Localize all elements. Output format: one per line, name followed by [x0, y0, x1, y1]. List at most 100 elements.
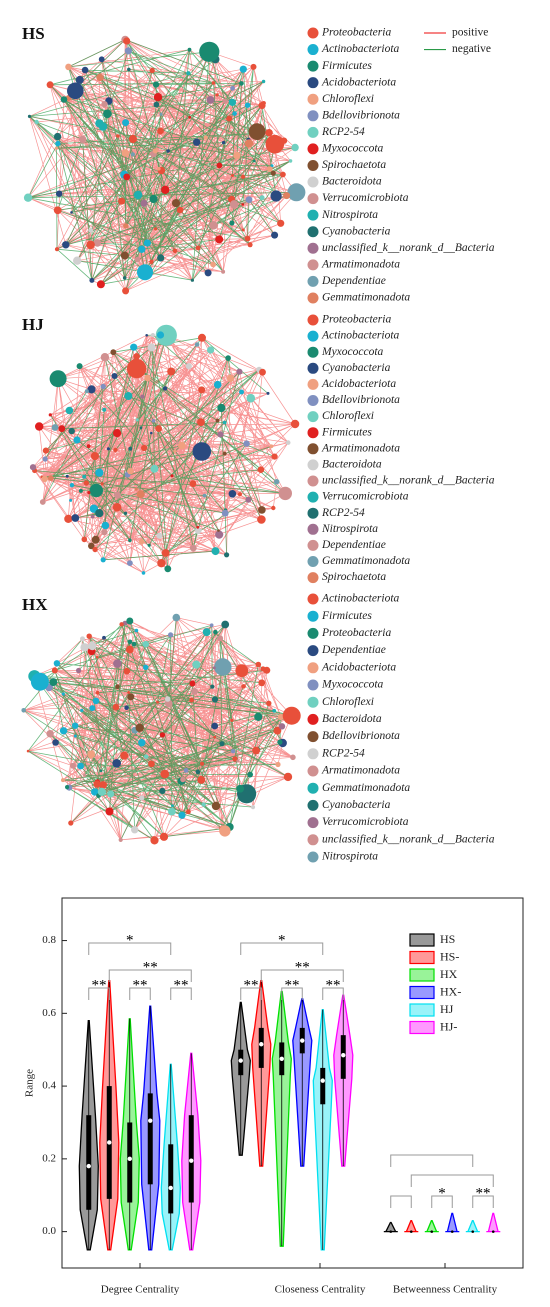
- legend-label: HX-: [440, 984, 461, 998]
- legend-dot: [307, 314, 319, 326]
- network-node: [273, 726, 282, 735]
- network-node: [168, 632, 174, 638]
- network-node: [275, 761, 281, 768]
- legend-label: Bdellovibrionota: [322, 394, 400, 406]
- network-node: [139, 426, 143, 430]
- network-negative-edges: [27, 39, 297, 292]
- network-node: [201, 802, 206, 807]
- network-node: [103, 109, 112, 119]
- network-negative-edges: [34, 334, 286, 569]
- network-node: [277, 713, 285, 721]
- network-node: [138, 245, 146, 253]
- network-node: [86, 240, 95, 250]
- network-node: [78, 488, 83, 493]
- significance-bracket: [88, 942, 172, 955]
- network-node: [214, 658, 232, 676]
- network-node: [118, 837, 123, 843]
- network-node: [176, 206, 184, 214]
- significance-bracket: [472, 1195, 494, 1208]
- network-node: [124, 705, 129, 710]
- network-node: [51, 424, 59, 431]
- network-node: [42, 456, 48, 462]
- network-node: [143, 239, 151, 247]
- network-node: [159, 832, 169, 841]
- network-node: [186, 809, 191, 815]
- legend-dot: [307, 662, 319, 674]
- network-node: [62, 241, 70, 249]
- legend-label: Firmicutes: [321, 60, 372, 72]
- network-node: [219, 741, 225, 747]
- network-node: [128, 446, 133, 451]
- network-node: [285, 440, 291, 445]
- network-node: [277, 739, 283, 745]
- legend-dot: [307, 593, 319, 605]
- network-node: [186, 71, 191, 76]
- network-node: [258, 679, 266, 687]
- significance-bracket: [240, 942, 324, 955]
- legend-label: Chloroflexi: [322, 696, 374, 708]
- median: [450, 1230, 454, 1233]
- network-node: [139, 795, 145, 801]
- network-node: [138, 538, 145, 545]
- y-tick-label: 0.6: [42, 1007, 56, 1019]
- legend-label: HS: [440, 932, 455, 946]
- network-node: [150, 464, 159, 473]
- network-node: [68, 820, 74, 826]
- legend-label: Myxococcota: [321, 143, 384, 155]
- network-node: [197, 775, 206, 784]
- network-node: [41, 475, 48, 482]
- network-node: [99, 769, 103, 773]
- legend-label: Spirochaetota: [322, 159, 386, 171]
- legend-dot: [307, 523, 319, 535]
- network-node: [259, 368, 266, 376]
- significance-label: **: [244, 977, 259, 993]
- network-node: [230, 718, 234, 723]
- median: [430, 1230, 434, 1233]
- network-node: [180, 776, 186, 783]
- network-node: [202, 628, 211, 637]
- legend-label: Dependentiae: [321, 275, 386, 287]
- significance-bracket: [390, 1154, 474, 1167]
- network-node: [270, 164, 274, 168]
- network-node: [122, 276, 127, 280]
- network-node: [113, 447, 118, 453]
- network-node: [55, 140, 61, 147]
- legend-label: unclassified_k__norank_d__Bacteria: [322, 475, 495, 487]
- median: [127, 1156, 132, 1162]
- network-node: [239, 65, 247, 73]
- network-node: [215, 530, 224, 539]
- network-node: [150, 333, 155, 338]
- network-node: [164, 565, 172, 573]
- network-node: [131, 641, 137, 647]
- plot-frame: [61, 897, 524, 1269]
- network-node: [46, 81, 54, 89]
- network-node: [190, 278, 194, 282]
- network-node: [101, 521, 110, 530]
- network-node: [128, 134, 137, 144]
- network-node: [192, 660, 201, 669]
- box: [147, 1093, 153, 1185]
- network-node: [105, 807, 114, 816]
- network-node: [287, 183, 306, 202]
- network-node: [131, 826, 139, 834]
- legend-label: Bacteroidota: [322, 713, 382, 725]
- network-node: [241, 174, 246, 179]
- legend-label: Proteobacteria: [321, 627, 391, 639]
- network-node: [157, 166, 161, 171]
- legend-dot: [307, 44, 319, 56]
- network-node: [199, 41, 220, 62]
- network-node: [81, 66, 89, 74]
- legend-swatch: [409, 1020, 435, 1035]
- network-node: [265, 134, 285, 154]
- network-node: [215, 235, 224, 244]
- network-node: [202, 493, 207, 498]
- network-node: [211, 696, 219, 703]
- network-node: [116, 134, 120, 138]
- network-node: [224, 552, 230, 558]
- network-node: [230, 85, 236, 91]
- network-node: [34, 119, 39, 125]
- network-node: [53, 132, 62, 141]
- network-node: [133, 190, 143, 200]
- legend-label: Gemmatimonadota: [322, 782, 410, 794]
